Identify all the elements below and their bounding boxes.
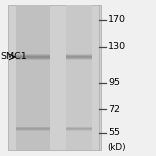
Bar (66, 5, 92, 150)
Text: (kD): (kD) (108, 143, 126, 152)
Bar (16, 54, 50, 55)
Text: 130: 130 (108, 42, 127, 51)
Bar (66, 58, 92, 59)
Bar (16, 56, 50, 57)
Bar (16, 59, 50, 60)
Bar (16, 55, 50, 56)
Bar (16, 5, 50, 150)
Text: 95: 95 (108, 78, 120, 87)
Bar (66, 55, 92, 56)
Bar (8, 5, 101, 150)
Bar (66, 54, 92, 55)
Bar (16, 57, 50, 58)
Bar (16, 58, 50, 59)
Bar (66, 57, 92, 58)
Text: 72: 72 (108, 105, 120, 114)
Bar (66, 56, 92, 57)
Text: SMC1: SMC1 (1, 52, 27, 61)
Text: 170: 170 (108, 15, 126, 24)
Bar (66, 59, 92, 60)
Text: 55: 55 (108, 128, 120, 137)
